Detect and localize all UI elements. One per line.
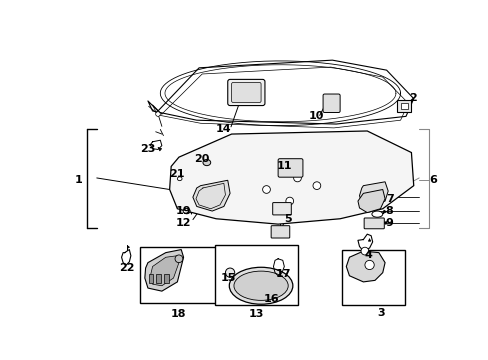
- Circle shape: [225, 268, 234, 277]
- FancyBboxPatch shape: [397, 100, 410, 112]
- Text: 3: 3: [377, 308, 384, 318]
- Circle shape: [360, 247, 368, 255]
- Text: 9: 9: [385, 217, 393, 228]
- Text: 6: 6: [428, 175, 436, 185]
- Circle shape: [285, 197, 293, 205]
- Ellipse shape: [233, 271, 287, 300]
- Polygon shape: [169, 131, 413, 224]
- FancyBboxPatch shape: [231, 82, 261, 103]
- Text: 17: 17: [275, 269, 291, 279]
- Text: 10: 10: [308, 111, 324, 121]
- Ellipse shape: [371, 211, 382, 217]
- FancyBboxPatch shape: [278, 159, 302, 177]
- Circle shape: [312, 182, 320, 189]
- Text: 14: 14: [216, 125, 231, 134]
- Text: 7: 7: [385, 194, 393, 204]
- Circle shape: [364, 260, 373, 270]
- Text: 12: 12: [176, 217, 191, 228]
- Text: 8: 8: [385, 206, 393, 216]
- Text: 15: 15: [221, 273, 236, 283]
- Circle shape: [155, 112, 160, 116]
- FancyBboxPatch shape: [364, 218, 384, 229]
- FancyBboxPatch shape: [227, 80, 264, 105]
- Polygon shape: [346, 251, 384, 282]
- FancyBboxPatch shape: [270, 226, 289, 238]
- Text: 2: 2: [408, 93, 416, 103]
- Bar: [156, 274, 161, 283]
- Text: 4: 4: [364, 250, 372, 260]
- Text: 20: 20: [194, 154, 209, 164]
- FancyBboxPatch shape: [272, 203, 291, 215]
- Text: 13: 13: [248, 309, 264, 319]
- Ellipse shape: [229, 267, 292, 304]
- Text: 1: 1: [74, 175, 82, 185]
- FancyBboxPatch shape: [400, 103, 407, 109]
- Text: 19: 19: [175, 206, 191, 216]
- Circle shape: [293, 174, 301, 182]
- Text: 23: 23: [140, 144, 155, 154]
- Bar: [140, 247, 217, 303]
- Text: 16: 16: [264, 294, 279, 304]
- Polygon shape: [150, 256, 179, 286]
- Polygon shape: [144, 249, 183, 291]
- Text: 5: 5: [284, 214, 291, 224]
- FancyBboxPatch shape: [323, 94, 340, 112]
- Text: 22: 22: [119, 263, 135, 273]
- Polygon shape: [357, 189, 384, 213]
- Text: 18: 18: [171, 309, 186, 319]
- Bar: [164, 274, 168, 283]
- Polygon shape: [359, 182, 387, 206]
- Bar: [214, 245, 298, 305]
- Ellipse shape: [183, 208, 190, 214]
- Circle shape: [175, 255, 183, 263]
- Ellipse shape: [177, 177, 182, 181]
- Bar: [148, 274, 153, 283]
- Circle shape: [262, 186, 270, 193]
- Text: 11: 11: [276, 161, 291, 171]
- Polygon shape: [192, 180, 230, 211]
- Ellipse shape: [203, 159, 210, 166]
- Bar: [341, 249, 405, 305]
- Text: 21: 21: [169, 169, 185, 179]
